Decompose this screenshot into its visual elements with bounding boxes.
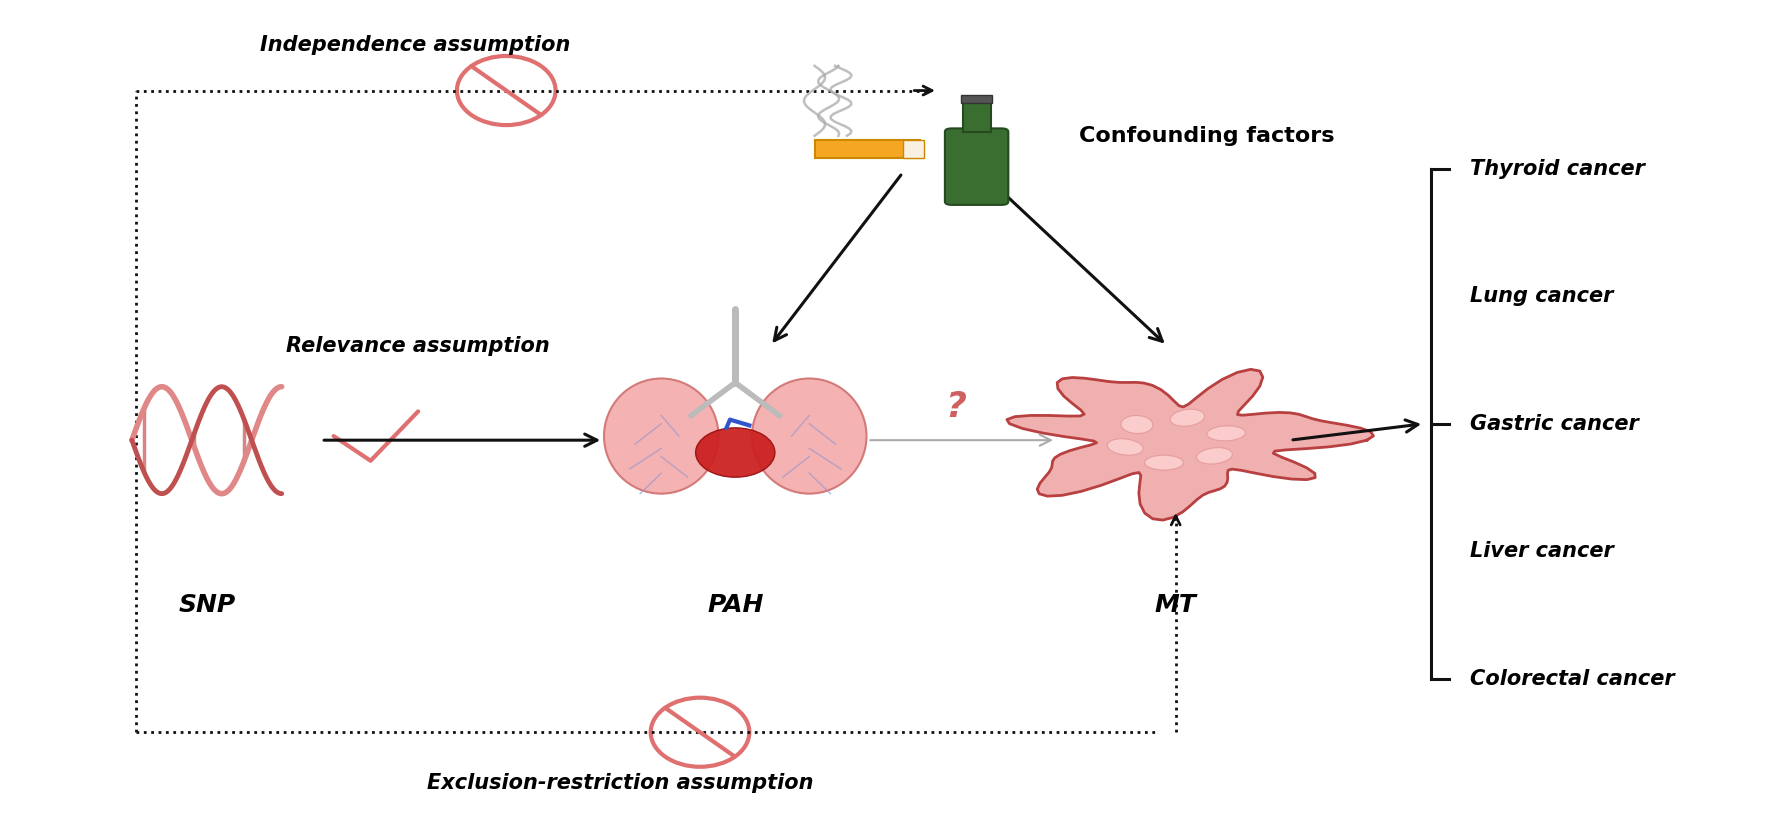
Text: Liver cancer: Liver cancer xyxy=(1469,541,1614,561)
Text: Relevance assumption: Relevance assumption xyxy=(287,336,550,356)
FancyBboxPatch shape xyxy=(961,95,993,103)
Polygon shape xyxy=(1007,369,1374,520)
Ellipse shape xyxy=(1207,426,1246,441)
FancyBboxPatch shape xyxy=(945,128,1009,205)
Text: Independence assumption: Independence assumption xyxy=(260,35,570,56)
Ellipse shape xyxy=(1108,439,1143,455)
FancyBboxPatch shape xyxy=(814,140,920,158)
Ellipse shape xyxy=(604,378,719,494)
Ellipse shape xyxy=(752,378,867,494)
Text: Confounding factors: Confounding factors xyxy=(1078,125,1335,145)
Text: PAH: PAH xyxy=(706,593,763,617)
Ellipse shape xyxy=(696,428,775,477)
Ellipse shape xyxy=(1145,455,1184,470)
Ellipse shape xyxy=(1120,416,1152,434)
FancyBboxPatch shape xyxy=(963,101,991,131)
Text: Colorectal cancer: Colorectal cancer xyxy=(1469,669,1674,689)
Text: Thyroid cancer: Thyroid cancer xyxy=(1469,159,1644,179)
Ellipse shape xyxy=(1170,409,1205,426)
Text: Lung cancer: Lung cancer xyxy=(1469,286,1612,306)
Text: Gastric cancer: Gastric cancer xyxy=(1469,414,1639,434)
Text: ?: ? xyxy=(945,391,966,425)
Text: SNP: SNP xyxy=(179,593,235,617)
Text: MT: MT xyxy=(1154,593,1197,617)
Text: Exclusion-restriction assumption: Exclusion-restriction assumption xyxy=(427,773,814,794)
FancyBboxPatch shape xyxy=(903,140,924,158)
Ellipse shape xyxy=(1197,448,1232,464)
